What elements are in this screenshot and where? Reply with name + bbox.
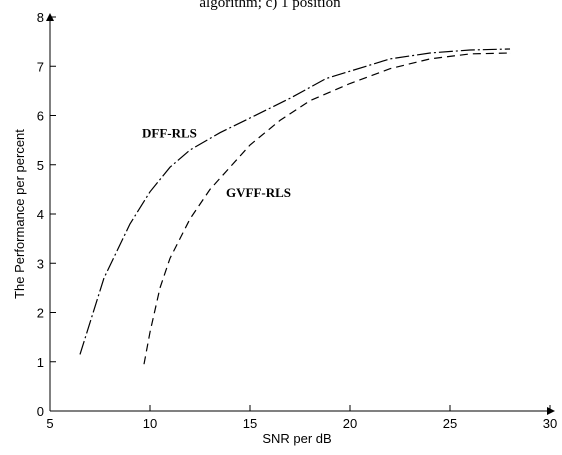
x-tick-label: 25	[443, 416, 457, 431]
y-tick-label: 8	[37, 10, 44, 25]
x-tick-label: 30	[543, 416, 557, 431]
x-axis-arrow-icon	[547, 407, 555, 415]
series-line-dff-rls	[79, 48, 511, 355]
x-tick-label: 5	[46, 416, 53, 431]
x-tick-label: 10	[143, 416, 157, 431]
y-tick-label: 7	[37, 59, 44, 74]
series-annotation-dff-rls: DFF-RLS	[142, 126, 197, 141]
series-annotation-gvff-rls: GVFF-RLS	[226, 185, 291, 200]
x-tick-label: 20	[343, 416, 357, 431]
y-tick-label: 3	[37, 256, 44, 271]
y-tick-label: 4	[37, 207, 44, 222]
y-axis-title: The Performance per percent	[12, 129, 27, 299]
annotation-layer: DFF-RLS GVFF-RLS	[142, 126, 291, 200]
x-tick-label: 15	[243, 416, 257, 431]
y-tick-label: 5	[37, 158, 44, 173]
axes	[46, 13, 555, 415]
x-axis-title: SNR per dB	[262, 431, 331, 446]
series-layer	[79, 48, 511, 365]
y-tick-label: 6	[37, 109, 44, 124]
y-tick-label: 0	[37, 404, 44, 419]
y-tick-label: 1	[37, 355, 44, 370]
series-line-gvff-rls	[143, 52, 511, 365]
chart-caption: algorithm; c) 1 position	[199, 0, 341, 11]
y-tick-label: 2	[37, 306, 44, 321]
tick-group: 5 10 15 20 25 30 0 1 2 3 4 5 6 7 8	[37, 10, 557, 431]
